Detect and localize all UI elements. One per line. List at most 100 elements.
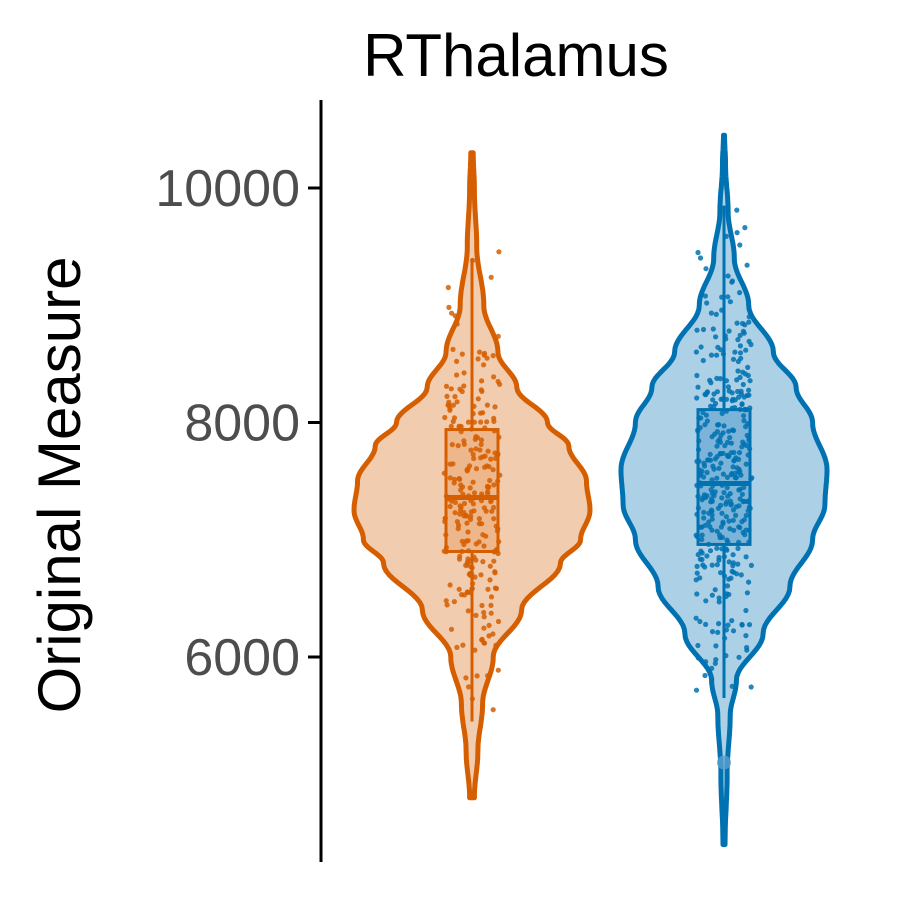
data-point	[723, 408, 730, 414]
data-point	[743, 461, 749, 467]
data-point	[723, 653, 729, 659]
data-point	[704, 390, 710, 396]
data-point	[743, 512, 749, 519]
data-point	[448, 386, 454, 392]
data-point	[697, 425, 703, 431]
data-point	[746, 319, 752, 325]
data-point	[700, 409, 706, 416]
chart-title: RThalamus	[363, 22, 669, 89]
data-point	[466, 684, 472, 690]
data-point	[701, 515, 707, 521]
data-point	[725, 384, 732, 390]
data-point	[709, 512, 715, 518]
data-point	[443, 598, 449, 604]
data-point	[724, 474, 731, 480]
data-point	[470, 451, 476, 457]
data-point	[702, 564, 708, 570]
data-point	[720, 471, 727, 477]
y-tick-label: 6000	[184, 629, 300, 687]
data-point	[747, 446, 753, 452]
data-point	[708, 403, 714, 409]
data-point	[452, 313, 458, 319]
data-point	[739, 491, 746, 497]
data-point	[484, 419, 490, 425]
data-point	[458, 482, 464, 488]
data-point	[737, 290, 743, 296]
data-point	[464, 520, 470, 526]
data-point	[720, 430, 726, 436]
data-point	[485, 586, 491, 592]
data-point	[694, 327, 700, 333]
data-point	[717, 439, 724, 445]
data-point	[714, 475, 720, 481]
data-point	[694, 458, 700, 464]
data-point	[470, 411, 476, 417]
data-point	[698, 344, 704, 350]
data-point	[478, 437, 485, 443]
data-point	[714, 528, 720, 534]
data-point	[741, 517, 747, 523]
data-point	[699, 468, 705, 474]
data-point	[745, 372, 751, 379]
data-point	[728, 472, 734, 478]
violin-group-2	[618, 132, 830, 848]
data-point	[694, 570, 700, 576]
data-point	[480, 559, 486, 565]
data-point	[474, 435, 481, 441]
data-point	[441, 470, 447, 476]
data-point	[714, 453, 720, 460]
data-point	[705, 457, 712, 463]
data-point	[478, 419, 484, 425]
data-point	[723, 501, 729, 507]
data-point	[736, 539, 742, 546]
data-point	[728, 575, 734, 581]
data-point	[730, 563, 736, 569]
data-point	[468, 447, 474, 453]
data-point	[746, 392, 752, 398]
data-point	[491, 482, 497, 488]
data-point	[480, 454, 486, 460]
data-point	[735, 358, 742, 365]
data-point	[715, 422, 721, 428]
data-point	[465, 538, 471, 544]
data-point	[712, 431, 718, 437]
data-point	[709, 508, 715, 514]
jitter-points	[441, 249, 503, 713]
data-point	[729, 683, 735, 689]
data-point	[718, 396, 724, 402]
data-point	[712, 400, 719, 407]
data-point	[457, 476, 463, 482]
data-point	[694, 511, 700, 517]
data-point	[725, 452, 731, 458]
data-point	[465, 529, 471, 535]
data-point	[732, 475, 738, 481]
data-point	[445, 284, 451, 291]
data-point	[451, 480, 457, 486]
data-point	[459, 548, 465, 555]
data-point	[702, 522, 709, 528]
data-point	[461, 383, 467, 389]
data-point	[732, 457, 738, 463]
data-point	[491, 374, 497, 380]
data-point	[703, 621, 709, 628]
data-point	[452, 510, 458, 516]
data-point	[697, 618, 703, 625]
data-point	[467, 485, 473, 491]
data-point	[722, 635, 728, 641]
data-point	[746, 314, 752, 320]
data-point	[710, 463, 716, 469]
data-point	[726, 328, 732, 334]
data-point	[481, 625, 487, 631]
data-point	[716, 599, 722, 605]
data-point	[478, 441, 484, 447]
data-point	[713, 334, 719, 340]
data-point	[708, 499, 714, 505]
data-point	[479, 636, 485, 643]
data-point	[733, 512, 739, 519]
outlier-point	[717, 755, 731, 770]
data-point	[714, 545, 720, 551]
data-point	[454, 372, 460, 378]
data-point	[488, 456, 494, 462]
data-point	[713, 643, 719, 649]
data-point	[455, 443, 461, 449]
